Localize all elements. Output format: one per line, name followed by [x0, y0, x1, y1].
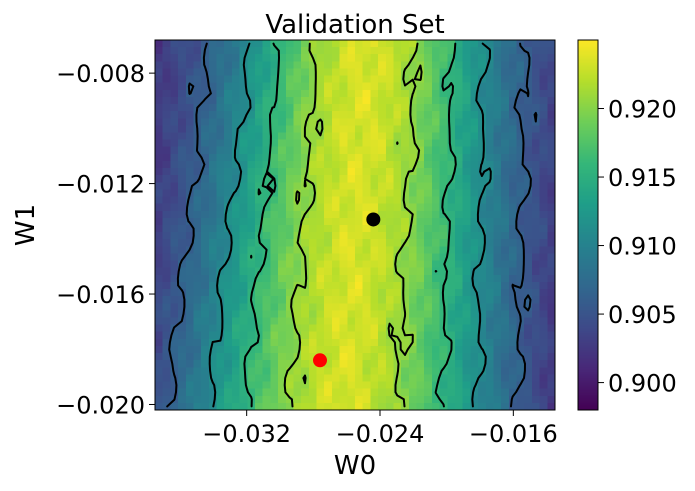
- plot-frame: [154, 39, 556, 411]
- y-axis-label: W1: [11, 204, 41, 246]
- y-axis-ticks: −0.008 −0.012 −0.016 −0.020: [56, 60, 155, 419]
- x-tick-label: −0.024: [336, 420, 425, 448]
- x-axis-ticks: −0.032 −0.024 −0.016: [202, 410, 558, 448]
- markers: [313, 212, 381, 368]
- colorbar-tick-label: 0.905: [608, 301, 677, 329]
- contour-level-2: [208, 42, 492, 408]
- x-axis-label: W0: [334, 451, 376, 481]
- contour-lines: [166, 42, 538, 408]
- colorbar-tick-label: 0.920: [608, 96, 677, 124]
- colorbar-frame: [577, 39, 599, 411]
- colorbar: 0.900 0.905 0.910 0.915 0.920: [577, 39, 677, 411]
- colorbar-gradient: [578, 40, 598, 410]
- colorbar-tick-label: 0.915: [608, 164, 677, 192]
- contour-level-1: [166, 42, 538, 408]
- colorbar-tick-label: 0.900: [608, 370, 677, 398]
- y-tick-label: −0.016: [56, 281, 145, 309]
- y-tick-label: −0.020: [56, 391, 145, 419]
- heatmap: [155, 40, 555, 410]
- y-tick-label: −0.008: [56, 60, 145, 88]
- colorbar-ticks: 0.900 0.905 0.910 0.915 0.920: [598, 96, 677, 398]
- plot-area: [154, 39, 556, 411]
- red-point: [313, 353, 327, 368]
- x-tick-label: −0.016: [469, 420, 558, 448]
- x-tick-label: −0.032: [202, 420, 291, 448]
- chart-title: Validation Set: [265, 10, 444, 40]
- contour-level-3: [243, 42, 457, 408]
- contour-level-4: [283, 42, 423, 408]
- black-point: [366, 212, 381, 227]
- y-tick-label: −0.012: [56, 171, 145, 199]
- colorbar-tick-label: 0.910: [608, 233, 677, 261]
